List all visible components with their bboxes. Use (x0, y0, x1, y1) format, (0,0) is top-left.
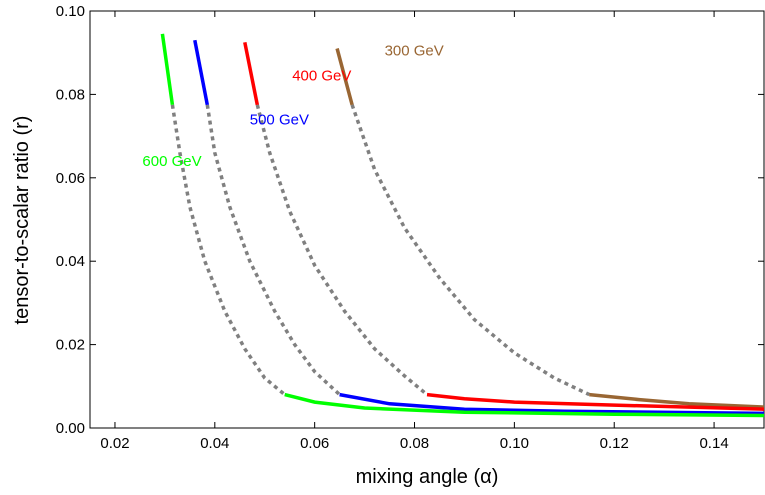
y-tick-label: 0.02 (56, 337, 85, 354)
series-300-gev-upper (335, 48, 354, 106)
series-400-gev-lower (426, 392, 765, 411)
series-label: 500 GeV (250, 111, 309, 128)
y-tick-label: 0.00 (56, 420, 85, 437)
y-tick-label: 0.04 (56, 253, 85, 270)
x-tick-label: 0.02 (100, 435, 129, 452)
x-tick-label: 0.04 (200, 435, 229, 452)
x-tick-label: 0.08 (400, 435, 429, 452)
series-600-gev-lower (284, 392, 765, 418)
plot-frame (89, 10, 765, 429)
series-300-gev-dashed (350, 104, 591, 397)
x-axis-title: mixing angle (α) (356, 466, 499, 488)
x-tick-label: 0.12 (600, 435, 629, 452)
series-500-gev-lower (339, 392, 765, 416)
x-tick-label: 0.10 (500, 435, 529, 452)
series-500-gev-dashed (205, 104, 341, 396)
x-tick-label: 0.06 (300, 435, 329, 452)
y-tick-label: 0.06 (56, 170, 85, 187)
series-labels: 300 GeV 400 GeV 500 GeV 600 GeV (142, 43, 443, 171)
series-label: 300 GeV (385, 43, 444, 60)
series-600-gev-dashed (170, 104, 286, 396)
series-label: 600 GeV (142, 153, 201, 170)
series-500-gev-upper (193, 39, 210, 106)
series-400-gev-upper (243, 41, 260, 106)
series-600-gev-upper (160, 33, 175, 106)
series-400-gev-dashed (255, 104, 429, 396)
series-300-gev-lower (589, 392, 765, 409)
y-tick-label: 0.10 (56, 3, 85, 20)
y-tick-label: 0.08 (56, 86, 85, 103)
x-tick-label: 0.14 (699, 435, 728, 452)
series-label: 400 GeV (292, 68, 351, 85)
y-axis: 0.00 0.02 0.04 0.06 0.08 0.10 (56, 3, 764, 437)
x-axis: 0.02 0.04 0.06 0.08 0.10 0.12 0.14 (100, 11, 729, 452)
series-layer (160, 33, 765, 418)
y-axis-title: tensor-to-scalar ratio (r) (11, 116, 33, 325)
